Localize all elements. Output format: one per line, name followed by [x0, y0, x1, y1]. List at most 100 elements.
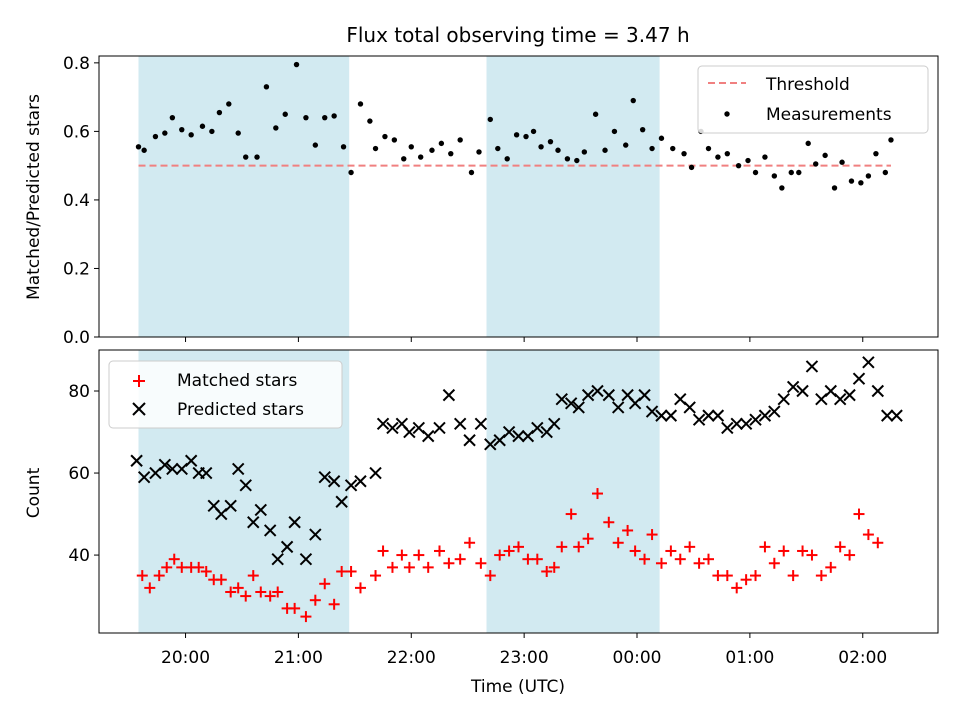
measurement-point	[293, 61, 300, 68]
x-tick-label: 02:00	[838, 648, 887, 668]
predicted-point	[638, 388, 651, 402]
measurement-point	[602, 147, 608, 153]
matched-point	[531, 553, 543, 565]
matched-point	[464, 537, 476, 549]
x-ticks-top	[185, 337, 864, 342]
matched-point	[153, 570, 165, 582]
matched-point	[272, 586, 284, 598]
predicted-point	[548, 417, 561, 431]
legend-measurements-label: Measurements	[766, 105, 892, 125]
predicted-point	[591, 384, 604, 398]
matched-point	[319, 578, 331, 590]
matched-point	[168, 553, 180, 565]
measurement-point	[417, 154, 424, 160]
matched-point	[740, 574, 752, 586]
matched-point	[403, 561, 415, 573]
matched-point	[176, 561, 188, 573]
predicted-point	[271, 552, 284, 566]
legend-ratio: Threshold Measurements	[697, 65, 929, 134]
predicted-point	[881, 409, 894, 422]
y-tick-label: 60	[68, 464, 90, 484]
matched-point	[422, 561, 434, 573]
matched-point	[768, 557, 780, 569]
measurement-point	[199, 123, 206, 129]
matched-point	[629, 545, 641, 557]
measurement-point	[303, 114, 309, 121]
predicted-point	[555, 393, 568, 406]
matched-point	[674, 553, 686, 565]
predicted-point	[833, 393, 847, 406]
measurement-point	[135, 144, 142, 150]
predicted-point	[502, 425, 516, 439]
measurement-point	[688, 164, 695, 171]
matched-point	[513, 541, 524, 553]
matched-point	[702, 553, 714, 565]
measurement-point	[715, 154, 721, 160]
y-axis-label-count: Count	[24, 467, 44, 518]
predicted-point	[730, 417, 743, 431]
measurement-point	[639, 126, 646, 133]
predicted-point	[602, 388, 616, 402]
predicted-point	[354, 475, 367, 488]
predicted-point	[421, 429, 435, 443]
measurement-point	[401, 156, 407, 162]
measurement-point	[705, 145, 712, 152]
matched-point	[548, 561, 560, 573]
measurement-point	[209, 128, 215, 135]
x-tick-label: 20:00	[161, 648, 210, 668]
matched-point	[336, 565, 348, 577]
measurement-point	[735, 162, 742, 169]
predicted-point	[184, 454, 198, 467]
measurement-point	[448, 150, 454, 157]
x-axis-label: Time (UTC)	[470, 677, 565, 697]
measurement-point	[752, 169, 759, 176]
measurement-point	[523, 133, 529, 140]
predicted-point	[852, 372, 866, 385]
measurement-point	[152, 133, 159, 140]
matched-point	[232, 582, 244, 594]
measurement-point	[882, 169, 889, 176]
predicted-point	[711, 409, 725, 422]
measurement-point	[322, 114, 328, 121]
matched-point	[494, 549, 506, 561]
legend-measurements-swatch	[724, 111, 730, 117]
matched-point	[475, 557, 487, 569]
count-series	[130, 356, 903, 623]
shaded-window	[486, 56, 660, 337]
panel-ratio: 0.00.20.40.60.8 Matched/Predicted stars …	[24, 54, 939, 348]
matched-point	[712, 570, 724, 582]
predicted-point	[871, 384, 885, 398]
measurement-point	[312, 142, 319, 148]
measurement-point	[169, 114, 176, 121]
predicted-point	[749, 413, 762, 426]
matched-point	[289, 602, 301, 614]
predicted-point	[843, 388, 856, 402]
predicted-point	[433, 421, 446, 435]
measurement-point	[670, 145, 676, 152]
predicted-point	[890, 409, 903, 422]
measurement-point	[805, 140, 811, 147]
predicted-point	[664, 409, 678, 422]
matched-point	[603, 516, 615, 528]
legend-count-box	[108, 360, 343, 429]
matched-point	[354, 582, 366, 594]
measurement-point	[745, 157, 751, 164]
observing-window-shading	[138, 56, 660, 337]
legend-matched-label: Matched stars	[177, 371, 297, 391]
predicted-point	[369, 466, 382, 480]
matched-point	[503, 545, 515, 557]
matched-point	[787, 570, 799, 582]
matched-point	[522, 553, 534, 565]
predicted-point	[463, 434, 476, 447]
predicted-point	[247, 516, 260, 529]
x-tick-label: 00:00	[613, 648, 662, 668]
matched-point	[433, 545, 445, 557]
y-tick-label: 0.0	[63, 328, 90, 348]
measurement-point	[367, 118, 373, 124]
matched-point	[573, 541, 585, 553]
measurement-point	[476, 149, 482, 155]
predicted-point	[239, 479, 252, 492]
predicted-point	[224, 499, 237, 513]
predicted-point	[254, 503, 267, 517]
measurement-point	[779, 185, 785, 191]
